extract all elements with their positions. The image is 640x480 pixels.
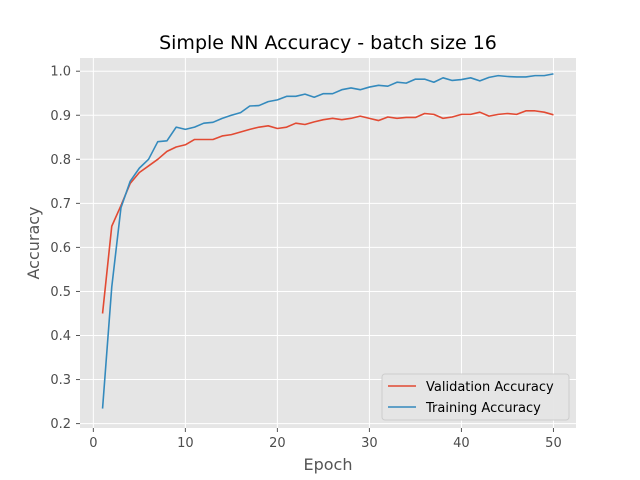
x-axis-label: Epoch [304, 455, 353, 474]
legend: Validation Accuracy Training Accuracy [381, 373, 570, 421]
y-tick-label: 0.4 [50, 329, 71, 344]
x-tick-label: 30 [361, 436, 378, 451]
x-tick-label: 0 [89, 436, 97, 451]
y-tick-label: 0.8 [50, 153, 71, 168]
y-tick-label: 0.9 [50, 109, 71, 124]
x-tick-label: 40 [453, 436, 470, 451]
y-tick-label: 0.6 [50, 241, 71, 256]
legend-label-validation: Validation Accuracy [426, 380, 554, 395]
x-tick-label: 20 [269, 436, 286, 451]
y-axis-label: Accuracy [24, 206, 43, 279]
validation-accuracy-line [101, 110, 554, 314]
legend-box [381, 373, 570, 421]
ticks: 0 10 20 30 40 50 0.2 0.3 0.4 0.5 0.6 0.7 0.8 0.9 1.0 [50, 65, 561, 451]
y-tick-label: 0.3 [50, 373, 71, 388]
x-tick-label: 50 [545, 436, 562, 451]
legend-label-training: Training Accuracy [425, 401, 541, 416]
x-tick-label: 10 [177, 436, 194, 451]
y-tick-label: 1.0 [50, 65, 71, 80]
y-tick-label: 0.2 [50, 417, 71, 432]
series-layer [101, 73, 554, 409]
y-tick-label: 0.5 [50, 285, 71, 300]
training-accuracy-line [101, 73, 554, 409]
y-tick-label: 0.7 [50, 197, 71, 212]
chart-title: Simple NN Accuracy - batch size 16 [159, 32, 497, 54]
